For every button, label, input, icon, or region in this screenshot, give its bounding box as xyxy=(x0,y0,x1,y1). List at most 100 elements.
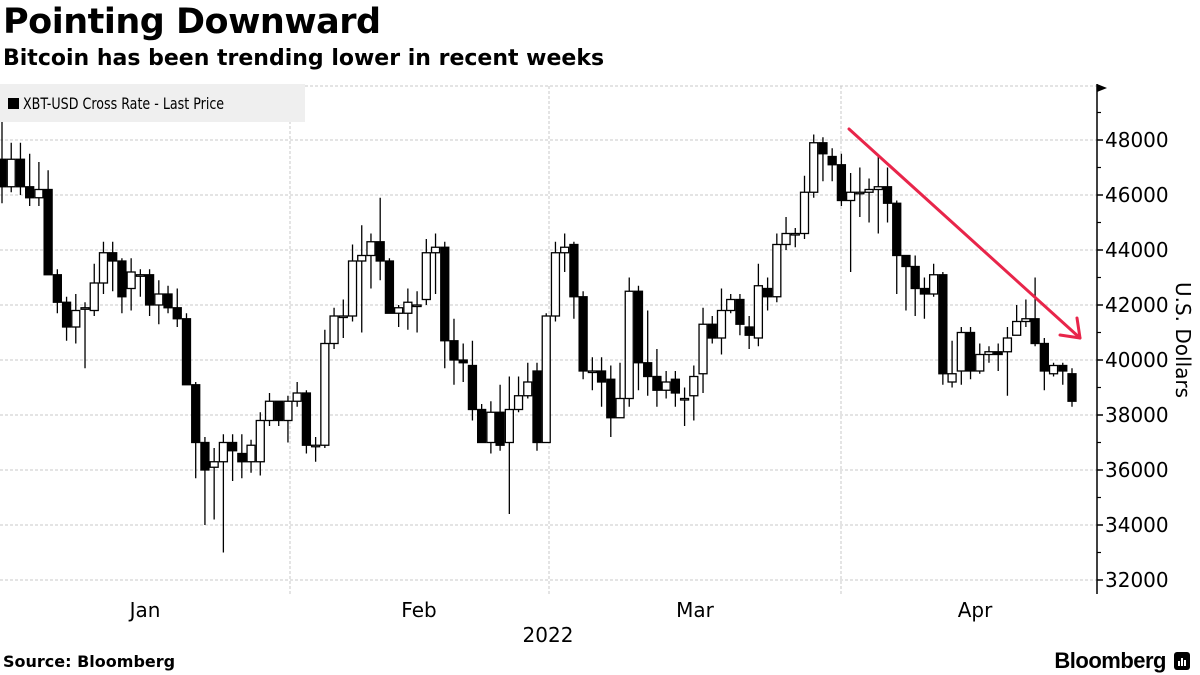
candle xyxy=(993,343,1003,371)
candle xyxy=(52,269,62,314)
brand-logo: Bloomberg xyxy=(1054,648,1190,674)
y-tick-label: 40000 xyxy=(1105,348,1169,372)
y-tick-label: 46000 xyxy=(1105,183,1169,207)
candle xyxy=(108,241,118,292)
candle xyxy=(726,294,736,314)
legend: XBT-USD Cross Rate - Last Price xyxy=(0,84,305,122)
candle xyxy=(587,357,597,391)
candle xyxy=(679,387,690,426)
candle xyxy=(310,437,321,462)
candle xyxy=(163,285,173,314)
candle xyxy=(15,142,26,195)
candle xyxy=(80,302,90,369)
candle xyxy=(965,327,976,380)
brand-name: Bloomberg xyxy=(1054,648,1166,673)
y-axis-label: U.S. Dollars xyxy=(1171,282,1195,398)
candle xyxy=(984,346,994,363)
candle xyxy=(1048,362,1059,377)
candle xyxy=(338,299,348,338)
candle xyxy=(532,362,542,451)
candle xyxy=(947,340,957,388)
candle xyxy=(43,170,53,276)
candle xyxy=(569,241,579,319)
candle xyxy=(1012,305,1022,336)
candle xyxy=(209,448,219,520)
candle xyxy=(6,142,16,193)
candle xyxy=(274,400,284,426)
candle xyxy=(882,167,893,223)
candle xyxy=(1058,362,1068,385)
candle xyxy=(615,362,625,419)
candle xyxy=(799,175,810,239)
candle xyxy=(652,349,662,407)
x-tick-label: Jan xyxy=(128,598,161,622)
candle xyxy=(1039,338,1049,391)
candle xyxy=(320,329,330,448)
candle xyxy=(0,120,7,204)
candle xyxy=(513,376,524,413)
candle xyxy=(633,285,644,391)
candle xyxy=(606,365,616,437)
candle xyxy=(818,137,828,182)
candle xyxy=(384,258,395,314)
candle xyxy=(181,313,192,386)
candle xyxy=(301,390,312,454)
candle xyxy=(218,434,229,553)
candle xyxy=(477,404,487,444)
candle xyxy=(329,307,339,349)
candle xyxy=(154,280,164,325)
candle xyxy=(901,254,911,311)
candle xyxy=(486,401,496,454)
candle xyxy=(845,173,856,272)
candle xyxy=(689,365,699,421)
candle xyxy=(357,225,367,333)
candle xyxy=(144,269,155,316)
y-axis: 32000 34000 36000 38000 40000 42000 44000 46000… xyxy=(1096,84,1169,594)
x-axis-year-label: 2022 xyxy=(523,623,574,647)
candle xyxy=(117,258,127,314)
candle xyxy=(34,162,44,206)
candle xyxy=(191,382,201,479)
candle xyxy=(596,357,607,407)
candle xyxy=(827,148,837,182)
candle xyxy=(403,288,413,330)
candle xyxy=(366,233,376,289)
candle xyxy=(772,233,782,303)
candle xyxy=(61,296,72,341)
candle xyxy=(504,376,514,514)
candle xyxy=(753,263,764,347)
y-tick-label: 42000 xyxy=(1105,293,1169,317)
candle xyxy=(762,277,773,311)
candle xyxy=(227,434,238,481)
candle xyxy=(624,277,634,407)
y-tick-label: 48000 xyxy=(1105,128,1169,152)
candle xyxy=(790,228,800,248)
candle xyxy=(1067,368,1077,407)
candle xyxy=(172,288,182,327)
candle xyxy=(495,384,505,451)
candle xyxy=(283,395,293,443)
candle xyxy=(928,263,939,297)
y-tick-label: 34000 xyxy=(1105,513,1169,537)
candle xyxy=(864,178,874,223)
y-tick-label: 32000 xyxy=(1105,568,1169,592)
candle xyxy=(347,244,358,322)
candle xyxy=(919,277,930,319)
candle xyxy=(643,310,653,396)
x-tick-label: Apr xyxy=(958,598,993,622)
candle xyxy=(550,241,561,322)
candle xyxy=(735,294,745,336)
candle xyxy=(71,294,81,344)
chart-subtitle: Bitcoin has been trending lower in recen… xyxy=(3,46,605,71)
candle xyxy=(440,241,450,369)
candle xyxy=(541,313,551,444)
candle xyxy=(938,272,948,385)
candle xyxy=(25,153,35,206)
candle xyxy=(89,263,99,316)
candle xyxy=(975,343,985,374)
candle xyxy=(523,362,533,399)
candle xyxy=(707,316,717,344)
x-axis: Jan Feb Mar Apr xyxy=(128,598,993,622)
candle xyxy=(393,305,404,327)
